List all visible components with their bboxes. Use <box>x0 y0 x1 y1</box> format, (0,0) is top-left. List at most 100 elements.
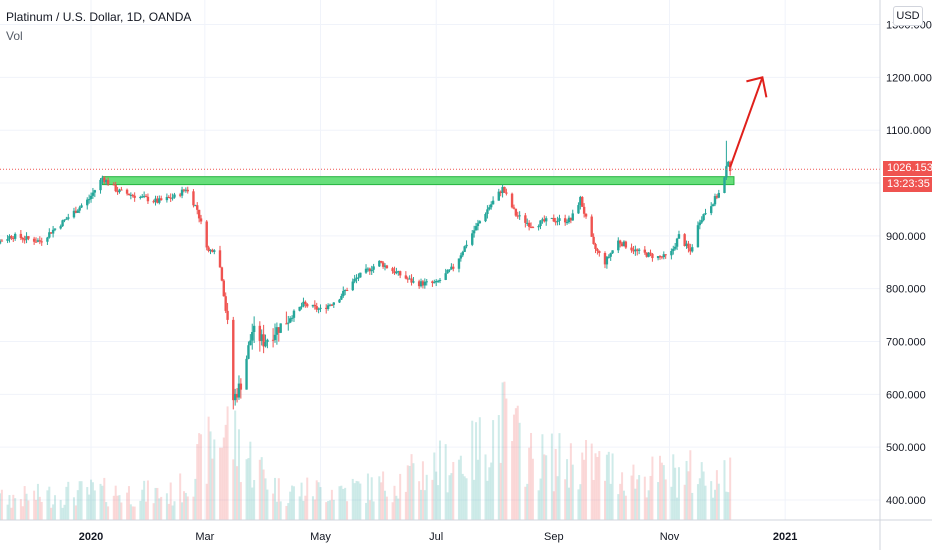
candle-body <box>61 220 64 227</box>
volume-bar <box>683 484 686 520</box>
candle-body <box>78 207 81 211</box>
candle-body <box>252 325 256 332</box>
candle-body <box>165 196 169 201</box>
candle-body <box>461 251 464 256</box>
candle-body <box>647 252 650 257</box>
volume-bar <box>530 432 533 520</box>
candle-body <box>50 232 53 234</box>
candle-body <box>656 256 660 259</box>
candle-body <box>368 268 372 272</box>
candle-body <box>474 226 478 231</box>
volume-bar <box>528 447 531 520</box>
volume-bar <box>689 450 692 520</box>
candle-body <box>317 308 320 310</box>
volume-bar <box>289 491 292 520</box>
volume-bar <box>351 478 354 520</box>
volume-bar <box>21 506 24 520</box>
volume-bar <box>126 492 129 520</box>
volume-bar <box>258 459 261 520</box>
volume-bar <box>714 489 716 520</box>
candle-body <box>438 279 442 281</box>
volume-bar <box>539 478 542 520</box>
volume-bar <box>33 490 36 520</box>
candle-body <box>330 304 334 306</box>
volume-bar <box>196 444 199 520</box>
candle-body <box>196 205 199 210</box>
candle-body <box>237 383 241 398</box>
candle-body <box>279 323 282 333</box>
candle-body <box>450 266 453 270</box>
volume-bar <box>143 480 146 520</box>
volume-bar <box>0 493 1 520</box>
bullish-arrow[interactable] <box>729 76 768 168</box>
candle-body <box>630 247 633 251</box>
candle-body <box>372 266 375 270</box>
candle-body <box>258 325 262 341</box>
candle-body <box>417 281 421 287</box>
volume-bar <box>319 487 322 520</box>
volume-bar <box>700 462 703 520</box>
candlesticks <box>0 140 732 410</box>
volume-label[interactable]: Vol <box>6 29 23 43</box>
candle-body <box>222 280 225 297</box>
volume-bar <box>729 457 732 520</box>
candle-body <box>545 218 548 222</box>
volume-bar <box>14 498 17 520</box>
candle-body <box>182 189 186 191</box>
volume-bar <box>156 487 159 520</box>
volume-bar <box>101 485 104 520</box>
volume-bar <box>660 462 663 520</box>
candle-body <box>446 270 449 274</box>
candle-body <box>51 229 55 234</box>
volume-bar <box>78 481 81 520</box>
candle-body <box>662 254 665 258</box>
volume-bar <box>99 483 102 520</box>
volume-bar <box>550 433 553 520</box>
volume-bar <box>287 503 290 520</box>
volume-bar <box>461 473 464 520</box>
candle-body <box>247 345 250 359</box>
volume-bar <box>691 492 694 520</box>
volume-bar <box>277 478 280 520</box>
candle-body <box>178 194 182 196</box>
volume-bar <box>23 486 26 520</box>
volume-bar <box>497 415 500 520</box>
candle-body <box>675 238 679 247</box>
volume-bar <box>194 478 197 520</box>
candle-body <box>518 215 521 217</box>
candle-body <box>194 205 197 207</box>
candle-body <box>366 268 370 270</box>
volume-bar <box>232 459 235 520</box>
candle-body <box>6 239 9 241</box>
candle-body <box>19 233 23 238</box>
candle-body <box>594 244 597 249</box>
candle-body <box>565 222 569 224</box>
candle-body <box>80 205 83 208</box>
candle-body <box>27 236 30 239</box>
volume-bar <box>636 479 639 520</box>
symbol-title[interactable]: Platinum / U.S. Dollar, 1D, OANDA <box>6 10 192 24</box>
volume-bar <box>239 482 242 520</box>
volume-bar <box>317 482 320 520</box>
candle-body <box>364 268 368 273</box>
candle-body <box>72 210 76 218</box>
volume-bar <box>145 501 148 520</box>
candle-body <box>423 281 427 286</box>
candle-body <box>131 194 134 196</box>
currency-button[interactable]: USD <box>893 6 923 26</box>
candle-body <box>673 246 677 249</box>
candle-body <box>618 240 622 244</box>
volume-bar <box>224 424 227 520</box>
candle-body <box>539 220 542 227</box>
volume-bar <box>329 500 331 520</box>
resistance-zone[interactable] <box>101 176 735 186</box>
volume-bar <box>19 499 22 520</box>
volume-bar <box>342 488 345 520</box>
candle-body <box>645 252 648 257</box>
volume-bar <box>459 455 462 520</box>
volume-bar <box>457 459 460 520</box>
candle-body <box>266 339 269 343</box>
volume-bar <box>198 433 201 520</box>
candle-body <box>351 281 354 291</box>
